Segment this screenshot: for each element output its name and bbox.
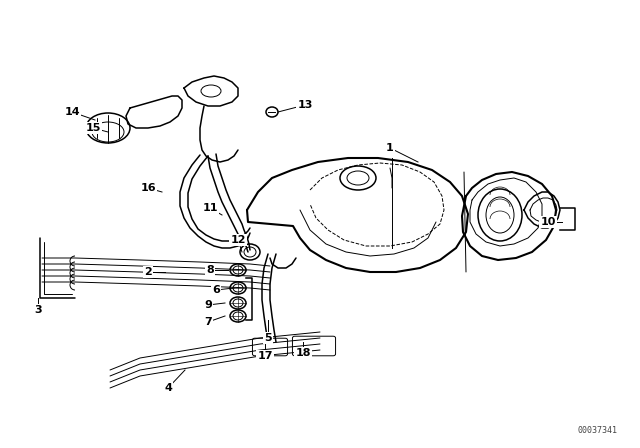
Text: 7: 7 bbox=[204, 317, 212, 327]
Text: 1: 1 bbox=[386, 143, 394, 153]
Text: 2: 2 bbox=[144, 267, 152, 277]
Text: 00037341: 00037341 bbox=[578, 426, 618, 435]
Text: 11: 11 bbox=[202, 203, 218, 213]
Text: 6: 6 bbox=[212, 285, 220, 295]
Text: 12: 12 bbox=[230, 235, 246, 245]
Text: 3: 3 bbox=[34, 305, 42, 315]
Text: 16: 16 bbox=[140, 183, 156, 193]
Text: 15: 15 bbox=[85, 123, 100, 133]
Text: 17: 17 bbox=[257, 351, 273, 361]
Text: 10: 10 bbox=[540, 217, 556, 227]
Text: 13: 13 bbox=[298, 100, 313, 110]
Text: 9: 9 bbox=[204, 300, 212, 310]
Text: 14: 14 bbox=[64, 107, 80, 117]
Text: 18: 18 bbox=[295, 348, 311, 358]
Text: 5: 5 bbox=[264, 333, 272, 343]
Text: 8: 8 bbox=[206, 265, 214, 275]
Text: 4: 4 bbox=[164, 383, 172, 393]
